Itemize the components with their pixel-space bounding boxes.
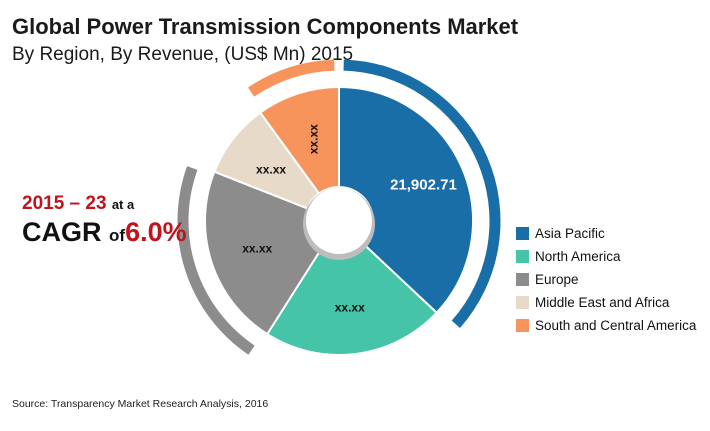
cagr-years: 2015 – 23 (22, 193, 107, 214)
slice-label: 21,902.71 (390, 176, 457, 193)
chart-subtitle: By Region, By Revenue, (US$ Mn) 2015 (12, 44, 354, 65)
chart-legend: Asia Pacific North America Europe Middle… (516, 222, 696, 337)
legend-label: Europe (535, 272, 579, 287)
slice-label: xx.xx (306, 124, 320, 154)
chart-title: Global Power Transmission Components Mar… (12, 14, 519, 39)
cagr-word: CAGR (22, 217, 102, 247)
legend-item: Middle East and Africa (516, 291, 696, 314)
cagr-callout: 2015 – 23 at a CAGR of6.0% (22, 193, 187, 248)
legend-swatch (516, 227, 529, 240)
outer-arc-asia-pacific (343, 59, 501, 328)
legend-label: Middle East and Africa (535, 295, 670, 310)
legend-item: Europe (516, 268, 696, 291)
legend-item: North America (516, 245, 696, 268)
legend-item: Asia Pacific (516, 222, 696, 245)
legend-label: Asia Pacific (535, 226, 605, 241)
legend-item: South and Central America (516, 314, 696, 337)
slice-south-and-central-america (258, 85, 340, 195)
slice-label: xx.xx (256, 162, 286, 176)
slice-label: xx.xx (335, 300, 365, 314)
legend-swatch (516, 296, 529, 309)
cagr-at-a: at a (111, 197, 135, 212)
legend-label: North America (535, 249, 621, 264)
outer-arc-europe (177, 166, 255, 355)
donut-hole (306, 188, 372, 254)
outer-arc-south-and-central-america (248, 59, 335, 97)
legend-swatch (516, 273, 529, 286)
legend-swatch (516, 319, 529, 332)
cagr-rate: 6.0% (125, 217, 187, 247)
legend-label: South and Central America (535, 318, 697, 333)
cagr-of: of (109, 226, 126, 245)
legend-swatch (516, 250, 529, 263)
slice-label: xx.xx (242, 242, 272, 256)
source-note: Source: Transparency Market Research Ana… (12, 398, 269, 410)
